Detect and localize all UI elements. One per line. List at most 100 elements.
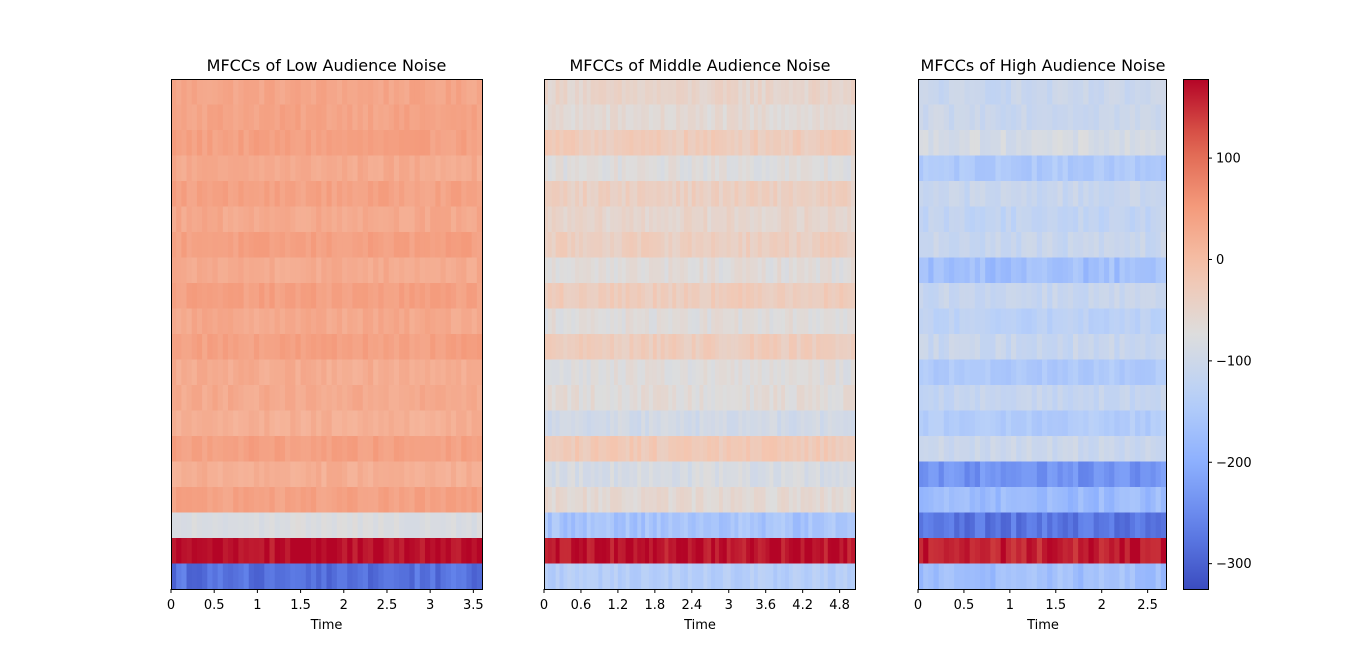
heatmap-cell — [461, 130, 468, 157]
heatmap-cell — [637, 334, 642, 361]
heatmap-cell — [357, 155, 364, 182]
heatmap-cell — [938, 461, 945, 488]
heatmap-cell — [765, 130, 771, 157]
heatmap-cell — [563, 130, 568, 157]
heatmap-cell — [290, 461, 296, 488]
heatmap-cell — [1109, 385, 1115, 412]
heatmap-cell — [264, 359, 271, 386]
heatmap-cell — [555, 359, 561, 386]
heatmap-cell — [571, 79, 576, 106]
heatmap-cell — [551, 359, 557, 386]
heatmap-cell — [703, 487, 708, 514]
heatmap-cell — [1073, 181, 1079, 208]
heatmap-cell — [676, 563, 681, 590]
heatmap-cell — [1036, 385, 1043, 412]
heatmap-cell — [796, 283, 802, 310]
heatmap-cell — [1026, 79, 1033, 106]
heatmap-cell — [419, 461, 426, 488]
heatmap-cell — [765, 436, 771, 463]
heatmap-cell — [362, 206, 369, 233]
heatmap-cell — [555, 461, 561, 488]
heatmap-cell — [676, 385, 681, 412]
heatmap-cell — [606, 461, 611, 488]
heatmap-cell — [613, 155, 619, 182]
heatmap-cell — [274, 181, 281, 208]
heatmap-cell — [1145, 538, 1152, 565]
heatmap-cell — [1119, 334, 1126, 361]
heatmap-cell — [652, 181, 658, 208]
heatmap-cell — [1011, 130, 1017, 157]
heatmap-cell — [621, 334, 627, 361]
heatmap-cell — [1140, 385, 1146, 412]
heatmap-cell — [222, 181, 229, 208]
heatmap-cell — [228, 283, 234, 310]
heatmap-cell — [1114, 308, 1121, 335]
heatmap-cell — [1150, 257, 1157, 284]
heatmap-cell — [181, 130, 188, 157]
heatmap-cell — [637, 385, 642, 412]
heatmap-cell — [321, 436, 328, 463]
heatmap-cell — [362, 538, 369, 565]
heatmap-cell — [1062, 487, 1069, 514]
heatmap-cell — [1155, 436, 1162, 463]
heatmap-cell — [1042, 359, 1048, 386]
heatmap-cell — [336, 359, 343, 386]
heatmap-cell — [691, 563, 697, 590]
heatmap-cell — [471, 283, 478, 310]
heatmap-cell — [430, 283, 436, 310]
heatmap-cell — [1135, 232, 1141, 259]
heatmap-cell — [1000, 461, 1007, 488]
heatmap-cell — [347, 308, 354, 335]
heatmap-cell — [1124, 461, 1131, 488]
heatmap-cell — [722, 410, 728, 437]
heatmap-cell — [555, 181, 561, 208]
heatmap-cell — [990, 334, 997, 361]
heatmap-cell — [1093, 308, 1100, 335]
heatmap-cell — [734, 359, 739, 386]
heatmap-cell — [781, 232, 786, 259]
heatmap-cell — [207, 538, 214, 565]
heatmap-cell — [551, 155, 557, 182]
heatmap-cell — [629, 283, 635, 310]
heatmap-cell — [1073, 232, 1079, 259]
heatmap-cell — [847, 79, 852, 106]
heatmap-cell — [233, 181, 239, 208]
heatmap-cell — [928, 436, 935, 463]
heatmap-cell — [1042, 283, 1048, 310]
heatmap-cell — [753, 206, 759, 233]
heatmap-cell — [652, 334, 658, 361]
heatmap-cell — [621, 206, 627, 233]
heatmap-cell — [680, 155, 685, 182]
heatmap-cell — [964, 436, 971, 463]
heatmap-cell — [1104, 283, 1110, 310]
heatmap-cell — [305, 359, 312, 386]
heatmap-cell — [1083, 308, 1090, 335]
heatmap-cell — [373, 410, 379, 437]
heatmap-cell — [456, 283, 462, 310]
heatmap-cell — [1036, 461, 1043, 488]
heatmap-cell — [559, 461, 565, 488]
heatmap-cell — [746, 206, 751, 233]
heatmap-cell — [352, 359, 359, 386]
heatmap-cell — [578, 410, 584, 437]
heatmap-cell — [847, 563, 852, 590]
heatmap-cell — [980, 487, 986, 514]
heatmap-cell — [1067, 410, 1074, 437]
heatmap-cell — [171, 334, 177, 361]
heatmap-cell — [974, 563, 981, 590]
heatmap-cell — [1031, 512, 1038, 539]
heatmap-cell — [812, 487, 817, 514]
heatmap-cell — [567, 487, 572, 514]
heatmap-cell — [1031, 436, 1038, 463]
heatmap-cell — [792, 257, 798, 284]
heatmap-cell — [563, 563, 568, 590]
heatmap-cell — [1067, 206, 1074, 233]
heatmap-cell — [820, 461, 825, 488]
heatmap-cell — [310, 206, 317, 233]
heatmap-cell — [730, 512, 736, 539]
heatmap-cell — [933, 385, 940, 412]
heatmap-cell — [578, 206, 584, 233]
heatmap-cell — [373, 155, 379, 182]
heatmap-cell — [575, 385, 580, 412]
heatmap-cell — [456, 130, 462, 157]
